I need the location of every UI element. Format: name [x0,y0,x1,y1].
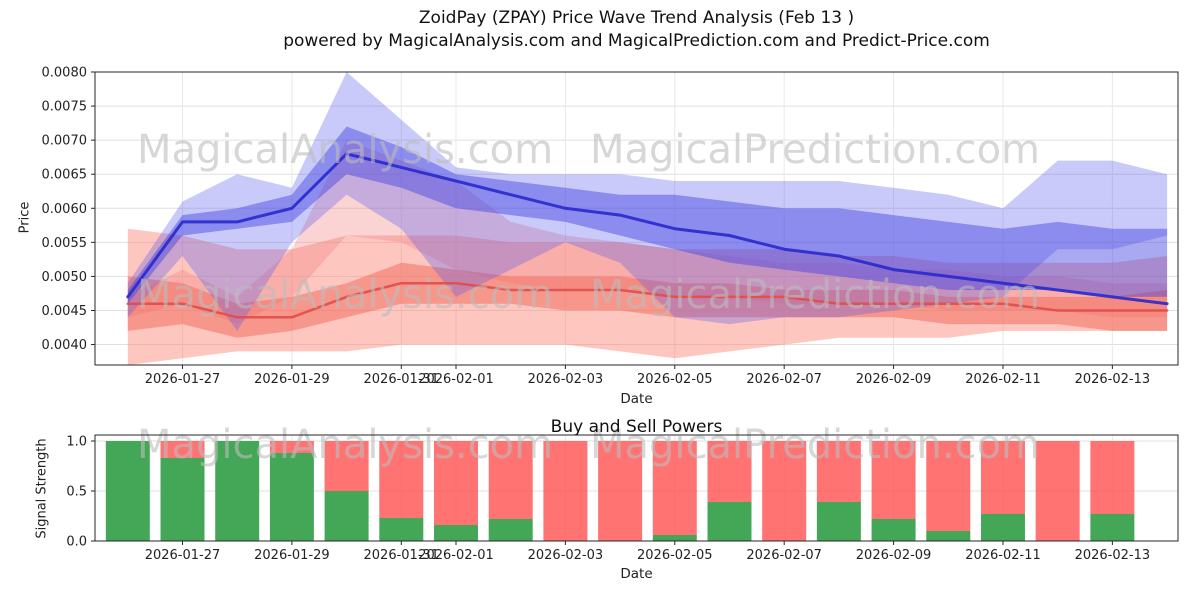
price-plot-border [94,71,1179,366]
sell-bar [598,441,643,541]
power-plot-border [94,434,1179,542]
buy-bar [160,458,205,541]
sell-bar [543,441,588,541]
x-tick-label: 2026-02-03 [528,372,604,387]
x-tick-label: 2026-02-13 [1075,548,1151,563]
buy-bar [488,519,533,541]
y-tick-label: 0.0060 [42,202,88,217]
y-tick-label: 0.0080 [42,66,88,81]
x-tick-label: 2026-01-29 [254,372,330,387]
power-xaxis-label: Date [620,566,653,582]
x-tick-label: 2026-02-09 [856,548,932,563]
y-tick-label: 0.0055 [42,236,88,251]
watermark-text: MagicalAnalysis.com [137,127,553,173]
figure-title: ZoidPay (ZPAY) Price Wave Trend Analysis… [418,8,855,28]
x-tick-label: 2026-02-07 [746,548,822,563]
buy-bar [324,491,369,541]
y-tick-label: 0.0065 [42,168,88,183]
x-tick-label: 2026-02-05 [637,372,713,387]
watermark-text: MagicalPrediction.com [590,127,1040,173]
sell-bar [871,441,916,519]
watermark-text: MagicalAnalysis.com [137,272,553,318]
y-tick-label: 0.0045 [42,304,88,319]
x-tick-label: 2026-01-31 [364,372,440,387]
y-tick-label: 1.0 [66,435,87,450]
x-tick-label: 2026-01-31 [364,548,440,563]
x-tick-label: 2026-02-11 [965,372,1041,387]
y-tick-label: 0.0040 [42,338,88,353]
sell-bar [269,441,314,453]
signal-strength-axis-label: Signal Strength [34,438,50,539]
sell-bar [488,441,533,519]
watermark-text: MagicalPrediction.com [590,272,1040,318]
y-tick-label: 0.0075 [42,100,88,115]
sell-bar [379,441,424,518]
sell-bar [652,441,697,535]
buy-bar [816,502,861,541]
sell-bar [926,441,971,531]
buy-bar [105,441,150,541]
bear-trend-line [126,281,1169,319]
price-xaxis-label: Date [620,391,653,407]
sell-bar [707,441,752,502]
watermark-text: MagicalAnalysis.com [137,422,553,468]
x-tick-label: 2026-01-27 [145,372,221,387]
bull-wave-inner-band [127,126,1168,304]
x-tick-label: 2026-01-27 [145,548,221,563]
sell-bar [434,441,478,525]
x-tick-label: 2026-02-11 [965,548,1041,563]
y-tick-label: 0.0050 [42,270,88,285]
power-chart-title: Buy and Sell Powers [550,417,723,437]
x-tick-label: 2026-02-05 [637,548,713,563]
buy-bar [707,502,752,541]
x-tick-label: 2026-02-03 [528,548,604,563]
buy-bar [871,519,916,541]
sell-bar [1090,441,1135,514]
sell-bar [980,441,1025,514]
buy-bar [926,531,971,541]
watermark-text: MagicalPrediction.com [590,422,1040,468]
buy-bar [980,514,1025,541]
bull-trend-line [126,152,1169,306]
buy-bar [1090,514,1135,541]
sell-bar [762,441,807,541]
buy-bar [652,535,697,541]
x-tick-label: 2026-02-09 [856,372,932,387]
x-tick-label: 2026-02-01 [418,372,494,387]
x-tick-label: 2026-02-07 [746,372,822,387]
x-tick-label: 2026-02-13 [1075,372,1151,387]
bull-wave-outer-band [127,72,1168,331]
buy-bar [434,525,478,541]
y-tick-label: 0.0070 [42,134,88,149]
buy-bar [379,518,424,541]
x-tick-label: 2026-02-01 [418,548,494,563]
sell-bar [160,441,205,458]
buy-bar [215,441,260,541]
y-tick-label: 0.0 [66,535,87,550]
figure-subtitle: powered by MagicalAnalysis.com and Magic… [283,31,990,51]
buy-bar [269,453,314,541]
x-tick-label: 2026-01-29 [254,548,330,563]
sell-bar [1035,441,1080,541]
sell-bar [324,441,369,491]
y-tick-label: 0.5 [66,485,87,500]
sell-bar [816,441,861,502]
bear-wave-inner-band [127,262,1168,338]
bear-wave-peak-band [127,140,1168,325]
price-axis-label: Price [17,201,33,234]
